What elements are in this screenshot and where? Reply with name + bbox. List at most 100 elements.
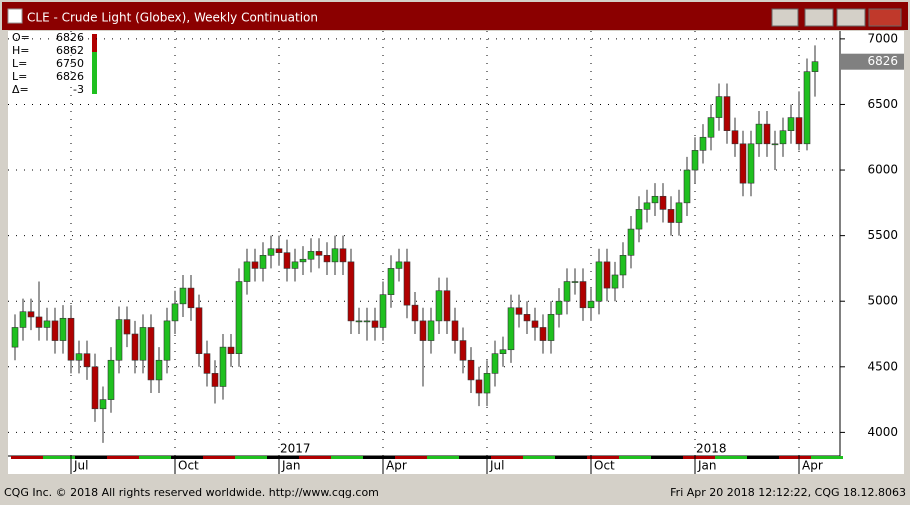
axis-strip <box>683 456 715 459</box>
candle-body <box>475 379 483 394</box>
maximize-button[interactable] <box>836 8 866 27</box>
candle-body <box>251 261 259 269</box>
axis-strip <box>715 456 747 459</box>
axis-strip <box>587 456 619 459</box>
axis-strip <box>491 456 523 459</box>
axis-strip <box>267 456 299 459</box>
candle-body <box>11 327 19 348</box>
candle-body <box>579 281 587 309</box>
candle-body <box>115 319 123 361</box>
axis-strip <box>235 456 267 459</box>
candle-body <box>243 261 251 282</box>
link-button[interactable] <box>771 8 799 27</box>
candle-body <box>523 314 531 322</box>
close-button[interactable] <box>868 8 902 27</box>
y-tick-label: 6500 <box>867 97 898 111</box>
axis-strip <box>11 456 43 459</box>
candle-body <box>707 117 715 138</box>
candle-body <box>59 317 67 341</box>
candle-body <box>435 290 443 322</box>
candle-body <box>187 287 195 309</box>
range-bar <box>92 34 97 52</box>
candle-body <box>779 130 787 145</box>
candle-body <box>515 307 523 315</box>
candle-body <box>755 123 763 145</box>
axis-strip <box>459 456 491 459</box>
candle-body <box>323 255 331 263</box>
axis-strip <box>203 456 235 459</box>
ohlc-label: L= <box>12 57 27 70</box>
x-tick-label: Jul <box>489 459 504 473</box>
price-axis <box>840 31 904 456</box>
candle-body <box>571 281 579 283</box>
candle-body <box>491 353 499 374</box>
axis-strip <box>427 456 459 459</box>
x-tick-label: Apr <box>386 459 407 473</box>
axis-strip <box>139 456 171 459</box>
candle-body <box>483 373 491 394</box>
candle-body <box>739 143 747 184</box>
axis-strip <box>779 456 811 459</box>
candle-body <box>83 353 91 368</box>
candle-body <box>683 169 691 204</box>
candle-body <box>163 320 171 361</box>
axis-strip <box>75 456 107 459</box>
y-tick-label: 6000 <box>867 163 898 177</box>
candle-body <box>155 359 163 381</box>
candle-body <box>35 316 43 328</box>
candle-body <box>643 202 651 210</box>
candle-body <box>627 228 635 256</box>
candle-body <box>147 327 155 381</box>
axis-strip <box>619 456 651 459</box>
minimize-button[interactable] <box>804 8 834 27</box>
candle-body <box>547 314 555 341</box>
candle-body <box>427 320 435 341</box>
candle-body <box>99 399 107 410</box>
y-tick-label: 4500 <box>867 359 898 373</box>
axis-strip <box>747 456 779 459</box>
y-tick-label: 7000 <box>867 31 898 45</box>
candle-body <box>619 255 627 276</box>
x-tick-label: Jul <box>73 459 88 473</box>
candle-body <box>387 268 395 295</box>
candle-body <box>219 346 227 387</box>
axis-strip <box>363 456 395 459</box>
candle-body <box>763 123 771 145</box>
candle-body <box>563 281 571 302</box>
axis-strip <box>811 456 843 459</box>
candle-body <box>27 311 35 318</box>
ohlc-label: H= <box>12 44 30 57</box>
candle-body <box>715 96 723 118</box>
candle-body <box>67 317 75 361</box>
time-axis <box>8 456 904 474</box>
candle-body <box>195 307 203 354</box>
footer-timestamp: Fri Apr 20 2018 12:12:22, CQG 18.12.8063 <box>670 486 906 499</box>
candle-body <box>555 300 563 315</box>
candle-body <box>771 143 779 146</box>
candle-body <box>395 261 403 269</box>
candle-body <box>371 320 379 328</box>
candle-body <box>379 294 387 328</box>
candle-body <box>803 71 811 145</box>
candle-body <box>539 327 547 341</box>
candle-body <box>331 248 339 263</box>
candle-body <box>603 261 611 289</box>
candle-body <box>107 359 115 400</box>
candle-body <box>587 300 595 309</box>
candle-body <box>171 303 179 322</box>
last-price-label: 6826 <box>867 54 898 68</box>
plot-area <box>8 31 840 456</box>
candle-body <box>675 202 683 223</box>
year-label: 2018 <box>696 442 727 456</box>
candle-body <box>451 320 459 341</box>
axis-strip <box>331 456 363 459</box>
x-tick-label: Jan <box>281 459 301 473</box>
candle-body <box>723 96 731 131</box>
x-tick-label: Jan <box>697 459 717 473</box>
candle-body <box>659 195 667 210</box>
x-tick-label: Oct <box>594 459 615 473</box>
candle-body <box>299 258 307 263</box>
candle-body <box>691 150 699 171</box>
candle-body <box>731 130 739 145</box>
